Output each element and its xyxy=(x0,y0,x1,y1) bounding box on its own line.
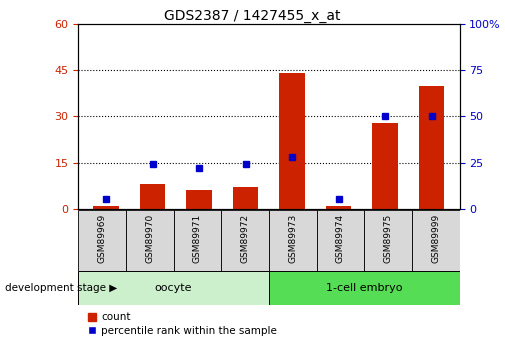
Bar xyxy=(221,210,269,271)
Text: GSM89975: GSM89975 xyxy=(384,214,392,263)
Bar xyxy=(126,210,174,271)
Text: oocyte: oocyte xyxy=(155,283,192,293)
Text: GSM89972: GSM89972 xyxy=(240,214,249,263)
Bar xyxy=(279,73,305,209)
Bar xyxy=(140,184,166,209)
Bar xyxy=(186,190,212,209)
Bar xyxy=(269,271,460,305)
Bar xyxy=(78,210,126,271)
Bar xyxy=(78,271,269,305)
Bar xyxy=(317,210,364,271)
Text: development stage ▶: development stage ▶ xyxy=(5,283,117,293)
Bar xyxy=(269,210,317,271)
Bar xyxy=(412,210,460,271)
Text: 1-cell embryo: 1-cell embryo xyxy=(326,283,402,293)
Text: GSM89974: GSM89974 xyxy=(336,214,345,263)
Bar xyxy=(419,86,444,209)
Bar xyxy=(174,210,221,271)
Bar xyxy=(233,187,259,209)
Bar xyxy=(364,210,412,271)
Text: GDS2387 / 1427455_x_at: GDS2387 / 1427455_x_at xyxy=(164,9,341,23)
Text: GSM89999: GSM89999 xyxy=(431,214,440,263)
Text: GSM89969: GSM89969 xyxy=(97,214,107,263)
Text: GSM89973: GSM89973 xyxy=(288,214,297,263)
Text: GSM89971: GSM89971 xyxy=(193,214,202,263)
Text: GSM89970: GSM89970 xyxy=(145,214,154,263)
Bar xyxy=(326,206,351,209)
Bar xyxy=(372,122,398,209)
Legend: count, percentile rank within the sample: count, percentile rank within the sample xyxy=(83,308,281,340)
Bar xyxy=(93,206,119,209)
